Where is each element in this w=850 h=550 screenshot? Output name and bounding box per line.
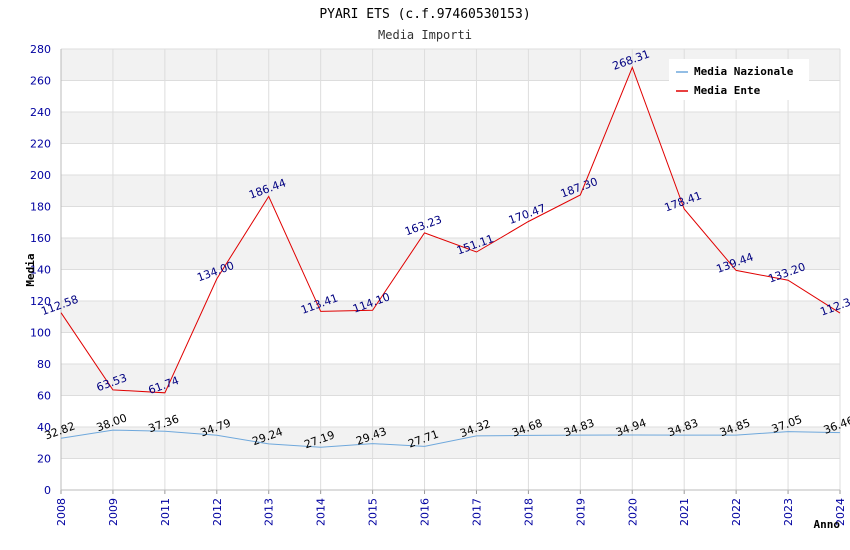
y-tick-label: 80 (37, 358, 51, 371)
x-tick-label: 2020 (626, 498, 639, 526)
y-tick-label: 120 (30, 295, 51, 308)
y-tick-label: 60 (37, 390, 51, 403)
x-tick-label: 2012 (211, 498, 224, 526)
y-tick-label: 140 (30, 264, 51, 277)
legend-label-media-ente: Media Ente (694, 84, 761, 97)
series-line-media-nazionale (60, 429, 841, 448)
y-tick-label: 40 (37, 421, 51, 434)
y-axis-label: Media (24, 253, 37, 286)
x-tick-label: 2013 (263, 498, 276, 526)
x-tick-label: 2018 (522, 498, 535, 526)
legend-label-media-nazionale: Media Nazionale (694, 65, 794, 78)
y-tick-label: 260 (30, 75, 51, 88)
x-tick-label: 2015 (367, 498, 380, 526)
band (61, 364, 840, 396)
chart-subtitle: Media Importi (378, 28, 472, 42)
y-tick-label: 280 (30, 43, 51, 56)
x-tick-labels: 2008 2009 2011 2012 2013 2014 2015 2016 2017 2018… (55, 498, 847, 526)
y-tick-label: 220 (30, 138, 51, 151)
x-tick-label: 2011 (159, 498, 172, 526)
legend: Media Nazionale Media Ente (669, 59, 809, 100)
x-tick-label: 2023 (782, 498, 795, 526)
band (61, 175, 840, 207)
y-tick-label: 180 (30, 201, 51, 214)
x-tick-label: 2008 (55, 498, 68, 526)
axes (60, 49, 841, 494)
x-tick-label: 2009 (107, 498, 120, 526)
x-tick-label: 2017 (470, 498, 483, 526)
y-tick-label: 200 (30, 169, 51, 182)
series-line-media-ente (60, 66, 841, 394)
background-bands (61, 49, 840, 459)
y-tick-label: 0 (44, 484, 51, 497)
band (61, 112, 840, 144)
chart-title: PYARI ETS (c.f.97460530153) (319, 7, 530, 22)
legend-box (669, 59, 809, 100)
y-tick-labels: 0 20 40 60 80 100 120 140 160 180 200 220 240 260 280 (30, 43, 51, 497)
band (61, 427, 840, 459)
x-tick-label: 2022 (730, 498, 743, 526)
x-tick-label: 2021 (678, 498, 691, 526)
band (61, 238, 840, 270)
x-tick-label: 2014 (315, 498, 328, 526)
y-tick-label: 240 (30, 106, 51, 119)
series-lines (60, 66, 841, 448)
x-tick-label: 2024 (834, 498, 847, 526)
y-tick-label: 100 (30, 327, 51, 340)
x-tick-label: 2016 (419, 498, 432, 526)
y-tick-label: 20 (37, 453, 51, 466)
x-tick-label: 2019 (574, 498, 587, 526)
y-tick-label: 160 (30, 232, 51, 245)
band (61, 301, 840, 333)
x-axis-label: Anno (814, 518, 841, 531)
